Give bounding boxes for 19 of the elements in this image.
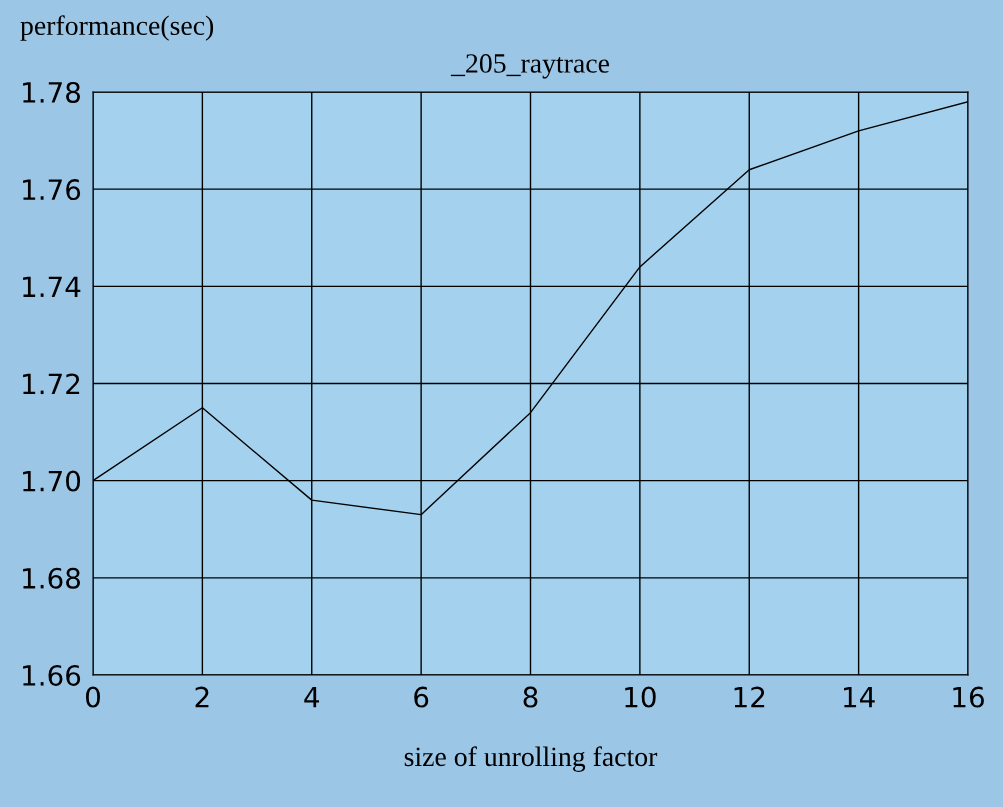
x-axis-title: size of unrolling factor bbox=[404, 746, 658, 772]
y-tick-label: 1.78 bbox=[23, 81, 80, 103]
x-tick-label: 0 bbox=[85, 686, 100, 708]
x-tick-label: 2 bbox=[195, 686, 209, 708]
y-tick-label: 1.66 bbox=[23, 664, 81, 686]
y-tick-label: 1.70 bbox=[23, 470, 81, 492]
x-tick-label: 14 bbox=[844, 686, 875, 708]
x-tick-label: 10 bbox=[625, 686, 656, 708]
y-tick-label: 1.76 bbox=[23, 179, 81, 201]
y-axis-title: performance(sec) bbox=[20, 15, 214, 41]
x-tick-label: 4 bbox=[304, 686, 320, 708]
y-tick-label: 1.74 bbox=[23, 276, 81, 297]
x-tick-label: 8 bbox=[523, 686, 538, 708]
x-tick-label: 6 bbox=[414, 686, 429, 708]
y-tick-label: 1.72 bbox=[23, 373, 80, 395]
x-tick-label: 12 bbox=[734, 686, 765, 708]
x-tick-label: 16 bbox=[953, 686, 984, 708]
chart-title: _205_raytrace bbox=[450, 54, 609, 79]
y-tick-label: 1.68 bbox=[23, 567, 80, 589]
